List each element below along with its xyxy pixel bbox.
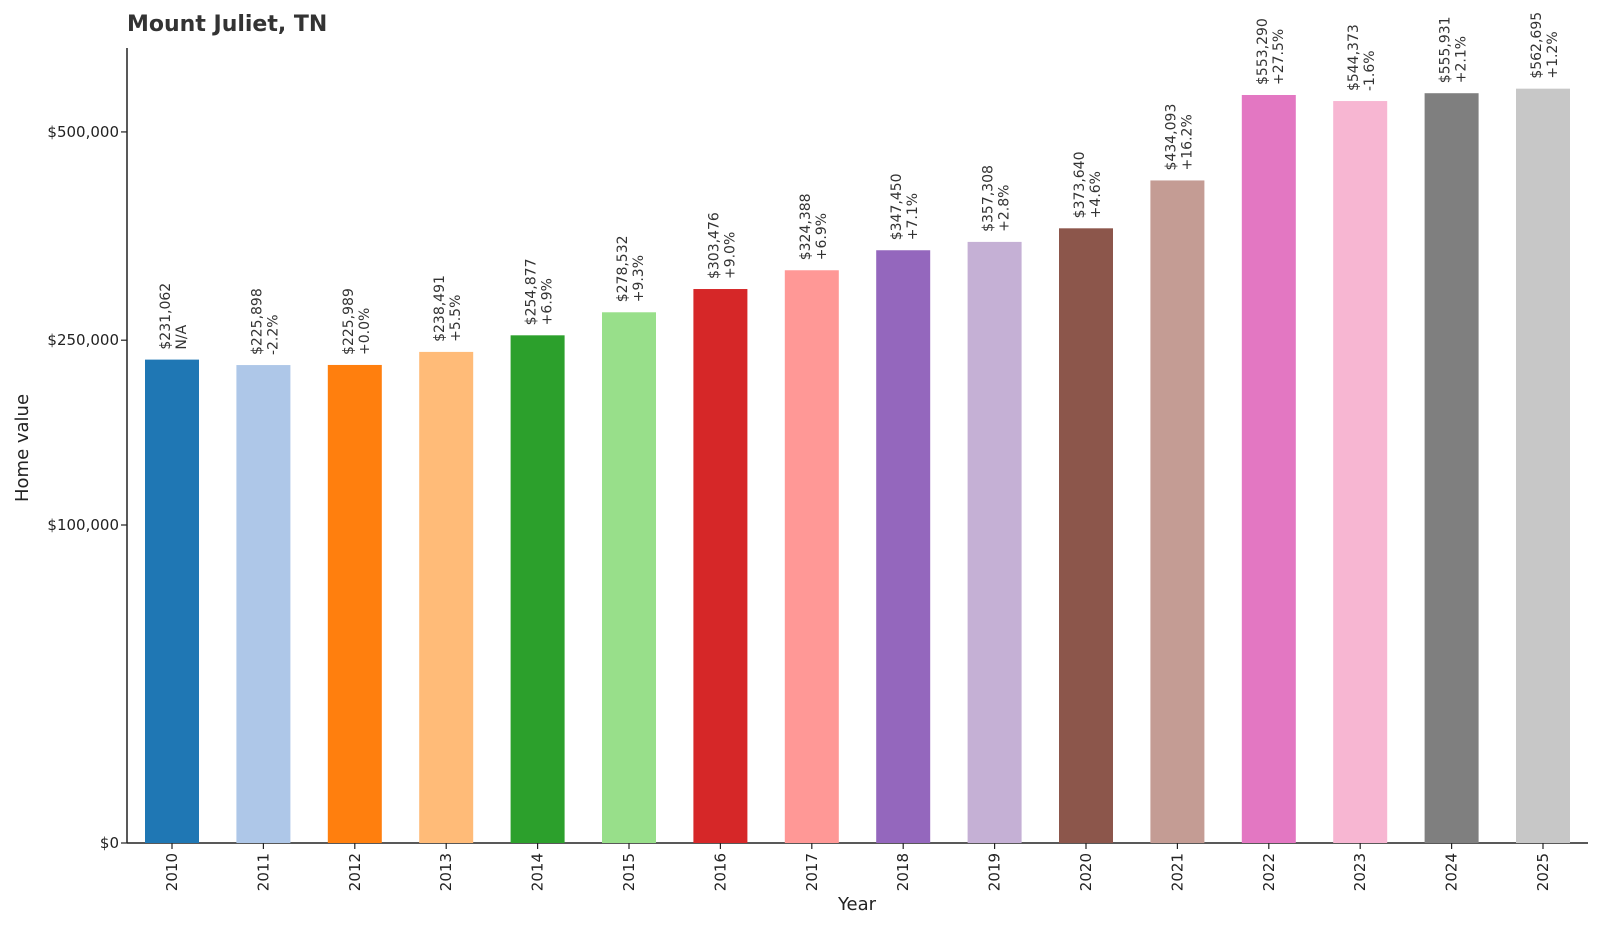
change-label: +9.3% — [631, 255, 647, 302]
y-tick-label: $0 — [100, 834, 119, 852]
x-axis-label: Year — [837, 894, 877, 915]
bar-2024 — [1424, 93, 1479, 844]
x-tick-label: 2011 — [254, 853, 272, 891]
bar-2010 — [145, 359, 199, 843]
change-label: +4.6% — [1088, 171, 1104, 218]
data-labels-group: $231,062 N/A $225,898 -2.2% $225,989 +0.0% $23… — [158, 12, 1561, 355]
x-tick-label: 2019 — [986, 853, 1004, 891]
bar-2017 — [784, 270, 839, 844]
value-label: $231,062 — [158, 283, 174, 350]
change-label: +5.5% — [448, 295, 464, 342]
bar-2019 — [967, 241, 1022, 843]
value-label: $347,450 — [889, 173, 905, 240]
bar-2023 — [1333, 101, 1388, 843]
y-tick-label: $250,000 — [47, 331, 119, 349]
x-tick-label: 2025 — [1534, 853, 1552, 891]
value-label: $324,388 — [798, 193, 814, 260]
x-tick-label: 2023 — [1351, 853, 1369, 891]
value-label: $562,695 — [1529, 12, 1545, 79]
y-tick-label: $500,000 — [47, 123, 119, 141]
change-label: +2.1% — [1454, 36, 1470, 83]
value-label: $238,491 — [432, 275, 448, 342]
bar-2018 — [876, 250, 931, 843]
change-label: +6.9% — [540, 278, 556, 325]
bar-2011 — [236, 365, 291, 843]
x-tick-label: 2013 — [437, 853, 455, 891]
value-label: $373,640 — [1072, 152, 1088, 219]
x-tick-label: 2014 — [529, 853, 547, 891]
x-tick-label: 2024 — [1443, 853, 1461, 891]
value-label: $254,877 — [524, 259, 540, 326]
change-label: +2.8% — [997, 185, 1013, 232]
value-label: $357,308 — [981, 165, 997, 232]
x-axis-ticks: 2010 2011 2012 2013 2014 2015 2016 2017 2018 2019… — [163, 843, 1552, 891]
value-label: $278,532 — [615, 235, 631, 302]
bar-2015 — [602, 312, 656, 843]
x-tick-label: 2022 — [1260, 853, 1278, 891]
bars-group — [145, 88, 1570, 844]
bar-2013 — [419, 351, 474, 843]
change-label: +27.5% — [1271, 29, 1287, 85]
x-tick-label: 2010 — [163, 853, 181, 891]
change-label: +1.2% — [1545, 31, 1561, 78]
bar-2020 — [1059, 228, 1113, 843]
value-label: $555,931 — [1438, 16, 1454, 83]
bar-2012 — [327, 364, 382, 843]
value-label: $544,373 — [1346, 24, 1362, 91]
change-label: +16.2% — [1179, 114, 1195, 170]
value-label: $434,093 — [1163, 104, 1179, 171]
x-tick-label: 2012 — [346, 853, 364, 891]
bar-2025 — [1516, 88, 1570, 843]
value-label: $553,290 — [1255, 18, 1271, 85]
value-label: $225,898 — [249, 288, 265, 355]
bar-2021 — [1150, 180, 1205, 844]
y-axis-label: Home value — [12, 394, 33, 502]
bar-2014 — [510, 335, 565, 843]
bar-2016 — [693, 289, 748, 843]
bar-2022 — [1241, 94, 1296, 843]
x-tick-label: 2017 — [803, 853, 821, 891]
y-axis-ticks: $0 $100,000 $250,000 $500,000 — [47, 123, 127, 852]
change-label: N/A — [174, 324, 190, 349]
change-label: -1.6% — [1362, 50, 1378, 91]
x-tick-label: 2018 — [894, 853, 912, 891]
x-tick-label: 2016 — [711, 853, 729, 891]
y-tick-label: $100,000 — [47, 516, 119, 534]
x-tick-label: 2021 — [1168, 853, 1186, 891]
value-label: $303,476 — [706, 212, 722, 279]
chart-title: Mount Juliet, TN — [127, 12, 327, 37]
change-label: +7.1% — [905, 193, 921, 240]
change-label: +0.0% — [357, 308, 373, 355]
x-tick-label: 2020 — [1077, 853, 1095, 891]
change-label: -2.2% — [265, 314, 281, 355]
change-label: +6.9% — [814, 213, 830, 260]
value-label: $225,989 — [341, 288, 357, 355]
change-label: +9.0% — [722, 232, 738, 279]
x-tick-label: 2015 — [620, 853, 638, 891]
